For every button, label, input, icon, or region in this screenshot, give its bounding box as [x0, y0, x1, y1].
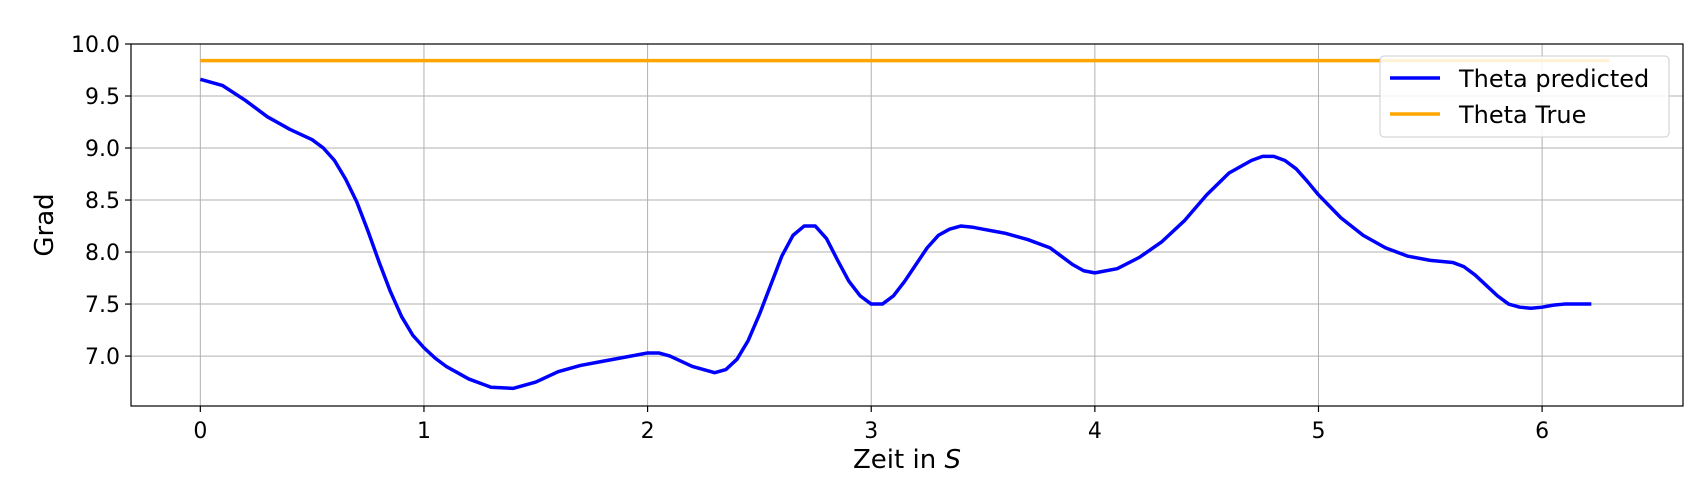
x-tick-label: 4	[1088, 419, 1102, 444]
x-axis-label: Zeit in S	[853, 445, 961, 475]
series-line-theta-predicted	[199, 77, 1592, 391]
y-tick-label: 10.0	[71, 33, 120, 58]
y-tick-label: 8.0	[85, 241, 120, 266]
axis-ticks: 0 1 2 3 4 5 6 7.0 7.5 8.0 8.5 9.0 9.5 10.0	[71, 33, 1549, 444]
x-tick-label: 0	[193, 419, 207, 444]
x-axis-label-text: Zeit in	[853, 445, 944, 475]
y-tick-label: 8.5	[85, 189, 120, 214]
y-axis-label: Grad	[30, 193, 60, 256]
x-tick-label: 3	[864, 419, 878, 444]
y-tick-label: 7.5	[85, 293, 120, 318]
x-tick-label: 1	[417, 419, 431, 444]
y-tick-label: 9.0	[85, 137, 120, 162]
legend: Theta predicted Theta True	[1379, 55, 1670, 138]
y-tick-label: 7.0	[85, 345, 120, 370]
plot-frame	[130, 43, 1684, 407]
legend-box	[1379, 55, 1670, 138]
series-layer	[199, 58, 1610, 391]
x-tick-label: 6	[1535, 419, 1549, 444]
legend-label-theta-true: Theta True	[1458, 101, 1586, 129]
y-tick-label: 9.5	[85, 85, 120, 110]
x-tick-label: 5	[1311, 419, 1325, 444]
x-tick-label: 2	[641, 419, 655, 444]
x-axis-label-unit: S	[944, 445, 961, 475]
legend-label-theta-predicted: Theta predicted	[1458, 65, 1649, 93]
